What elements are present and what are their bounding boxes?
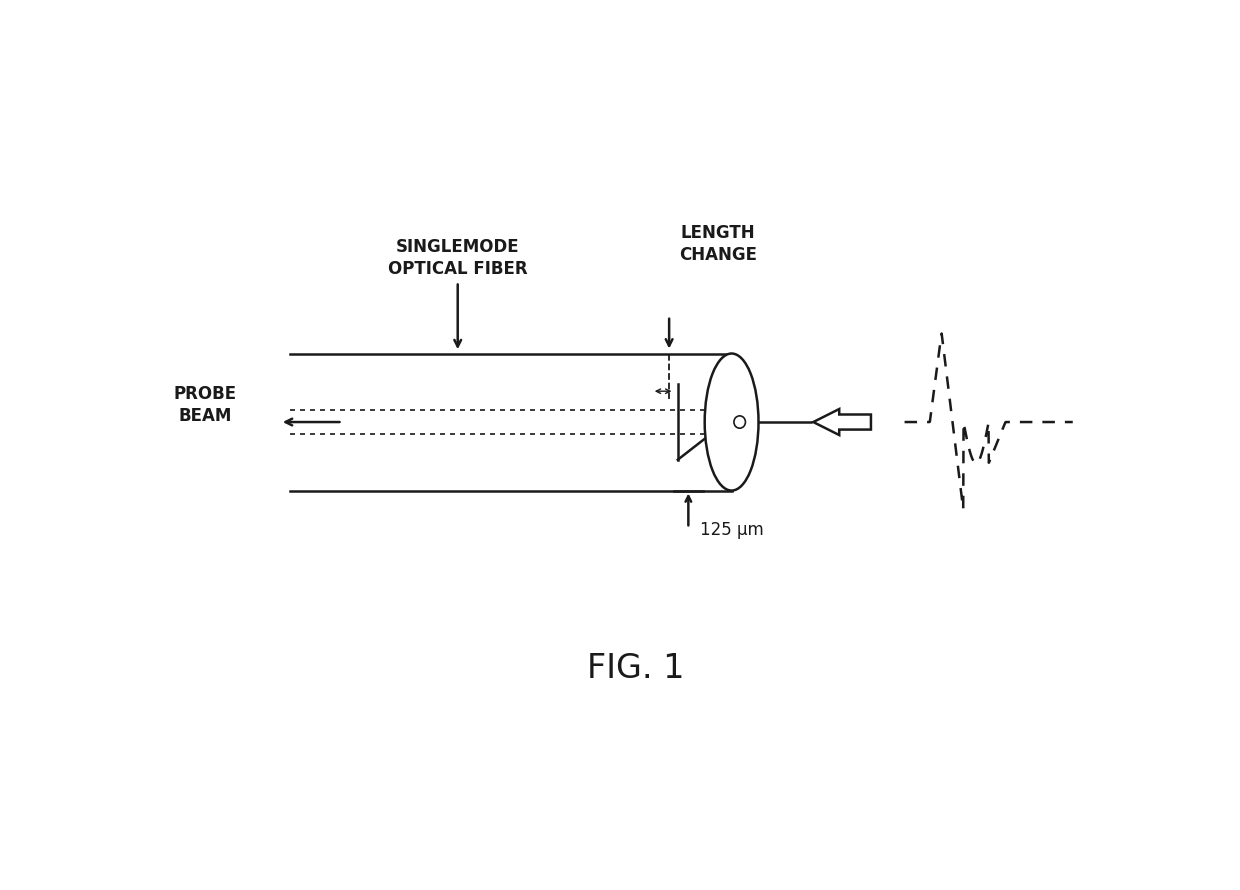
Text: PROBE
BEAM: PROBE BEAM (174, 384, 237, 425)
Text: 125 μm: 125 μm (699, 522, 764, 539)
Ellipse shape (704, 353, 759, 490)
Text: SINGLEMODE
OPTICAL FIBER: SINGLEMODE OPTICAL FIBER (388, 238, 527, 278)
Polygon shape (813, 409, 870, 435)
Ellipse shape (734, 416, 745, 428)
Text: FIG. 1: FIG. 1 (587, 652, 684, 685)
Text: LENGTH
CHANGE: LENGTH CHANGE (678, 224, 756, 264)
